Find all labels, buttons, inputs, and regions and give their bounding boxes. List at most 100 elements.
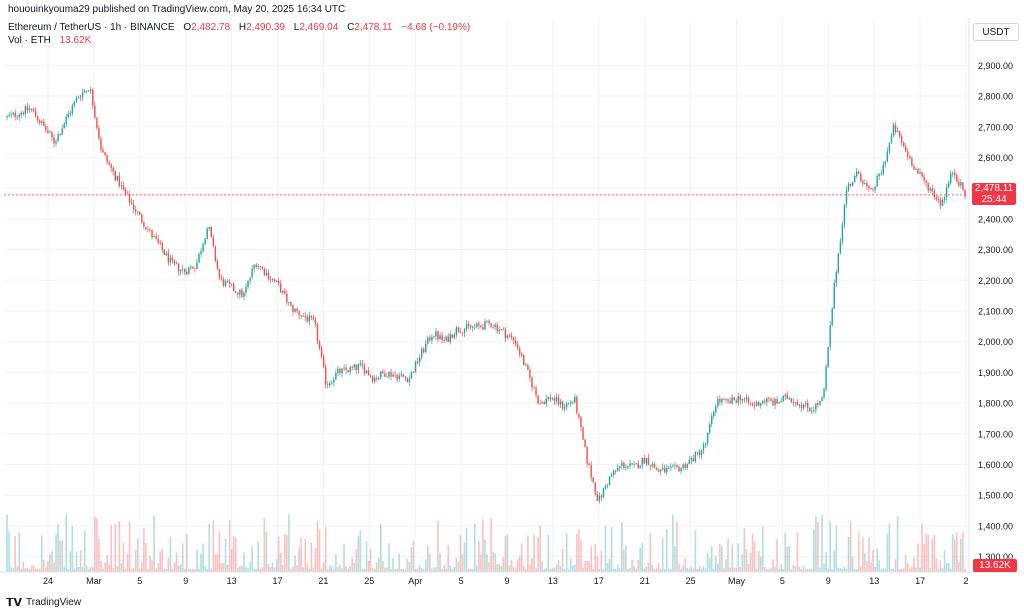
volume-bar: [949, 568, 952, 572]
candle-body: [735, 400, 737, 403]
candle-body: [884, 161, 887, 165]
volume-bar: [69, 551, 72, 572]
candle-body: [145, 227, 147, 230]
candle-body: [204, 239, 206, 245]
volume-bar: [465, 527, 468, 572]
candle-body: [719, 398, 721, 403]
candle-body: [800, 404, 803, 409]
x-tick-label: 21: [640, 576, 650, 586]
volume-label[interactable]: Vol · ETH: [8, 35, 51, 46]
time-axis-labels: 24 Mar 5 9 13 17 21 25 Apr 5 9 13 17 21 25 May 5 9 13 17 2: [43, 576, 969, 586]
volume-bar: [138, 568, 141, 572]
published-header: hououinkyouma29 published on TradingView…: [8, 4, 346, 15]
candle-body: [28, 108, 31, 111]
candle-body: [776, 399, 778, 404]
candle-body: [500, 329, 503, 330]
volume-bar: [314, 548, 317, 572]
symbol-title[interactable]: Ethereum / TetherUS · 1h · BINANCE: [8, 22, 175, 33]
candle-body: [435, 331, 437, 337]
candle-body: [927, 182, 929, 191]
volume-bar: [232, 536, 235, 572]
volume-bar: [414, 568, 417, 572]
candle-body: [469, 325, 472, 328]
volume-bar: [330, 566, 333, 572]
volume-bar: [886, 534, 889, 572]
candle-body: [149, 229, 151, 231]
volume-bar: [549, 568, 552, 572]
candle-body: [504, 329, 507, 339]
candle-body: [465, 324, 468, 330]
volume-bar: [868, 537, 870, 572]
volume-bar: [757, 550, 760, 572]
candle-body: [410, 372, 413, 379]
candle-body: [412, 372, 415, 373]
candle-body: [786, 394, 788, 399]
candle-body: [345, 367, 347, 371]
candle-body: [731, 397, 733, 404]
volume-bar: [22, 561, 25, 572]
volume-bar: [633, 565, 635, 572]
candle-body: [713, 412, 715, 417]
candle-body: [668, 467, 670, 469]
volume-bar: [424, 559, 427, 572]
candle-body: [888, 142, 891, 152]
volume-bar: [606, 563, 609, 572]
candle-body: [53, 137, 55, 144]
tradingview-logo[interactable]: 𝗧𝗩 TradingView: [6, 596, 81, 609]
volume-bar: [851, 556, 854, 572]
volume-bar: [692, 568, 695, 572]
candle-body: [610, 475, 613, 477]
candle-body: [12, 112, 14, 115]
candle-body: [304, 315, 306, 318]
candle-body: [390, 371, 392, 377]
volume-bar: [745, 549, 748, 572]
candle-body: [949, 173, 952, 184]
volume-bar: [243, 552, 245, 572]
volume-bar: [945, 563, 948, 572]
volume-bar: [537, 537, 539, 572]
candle-body: [114, 171, 116, 181]
candle-body: [461, 332, 464, 334]
y-tick-label: 2,800.00: [978, 92, 1013, 102]
volume-bar: [382, 561, 384, 572]
candle-body: [715, 406, 717, 413]
volume-bar: [964, 568, 966, 572]
volume-bar: [857, 532, 860, 572]
candle-body: [36, 116, 39, 121]
volume-bar: [953, 539, 956, 572]
candle-body: [645, 457, 648, 464]
candle-body: [324, 366, 327, 385]
currency-selector[interactable]: USDT: [973, 23, 1019, 41]
x-tick-label: May: [728, 576, 746, 586]
volume-bar: [71, 526, 74, 572]
volume-value: 13.62K: [59, 35, 92, 46]
candle-body: [59, 134, 61, 135]
candle-body: [604, 486, 607, 489]
volume-bar: [951, 534, 954, 572]
volume-bar: [655, 568, 658, 572]
candle-body: [261, 266, 264, 269]
volume-bar: [665, 529, 668, 572]
candle-body: [255, 264, 257, 267]
candle-body: [565, 403, 568, 408]
volume-bar: [228, 519, 231, 572]
candle-body: [670, 466, 672, 468]
candle-body: [349, 366, 351, 373]
volume-bar: [635, 568, 637, 572]
current-price-tag: 2,478.11 25:44: [972, 183, 1016, 205]
candle-body: [43, 121, 45, 127]
volume-bar: [30, 565, 33, 572]
candle-body: [463, 329, 466, 333]
volume-bar: [149, 555, 151, 572]
volume-bar: [426, 545, 429, 572]
volume-bar: [911, 566, 913, 572]
candle-body: [451, 334, 454, 338]
candle-body: [661, 467, 664, 470]
candle-body: [341, 368, 343, 374]
volume-bar: [265, 531, 268, 572]
volume-bar: [147, 568, 149, 572]
candle-body: [259, 265, 262, 267]
x-tick-label: 5: [780, 576, 785, 586]
volume-bar: [576, 533, 578, 572]
